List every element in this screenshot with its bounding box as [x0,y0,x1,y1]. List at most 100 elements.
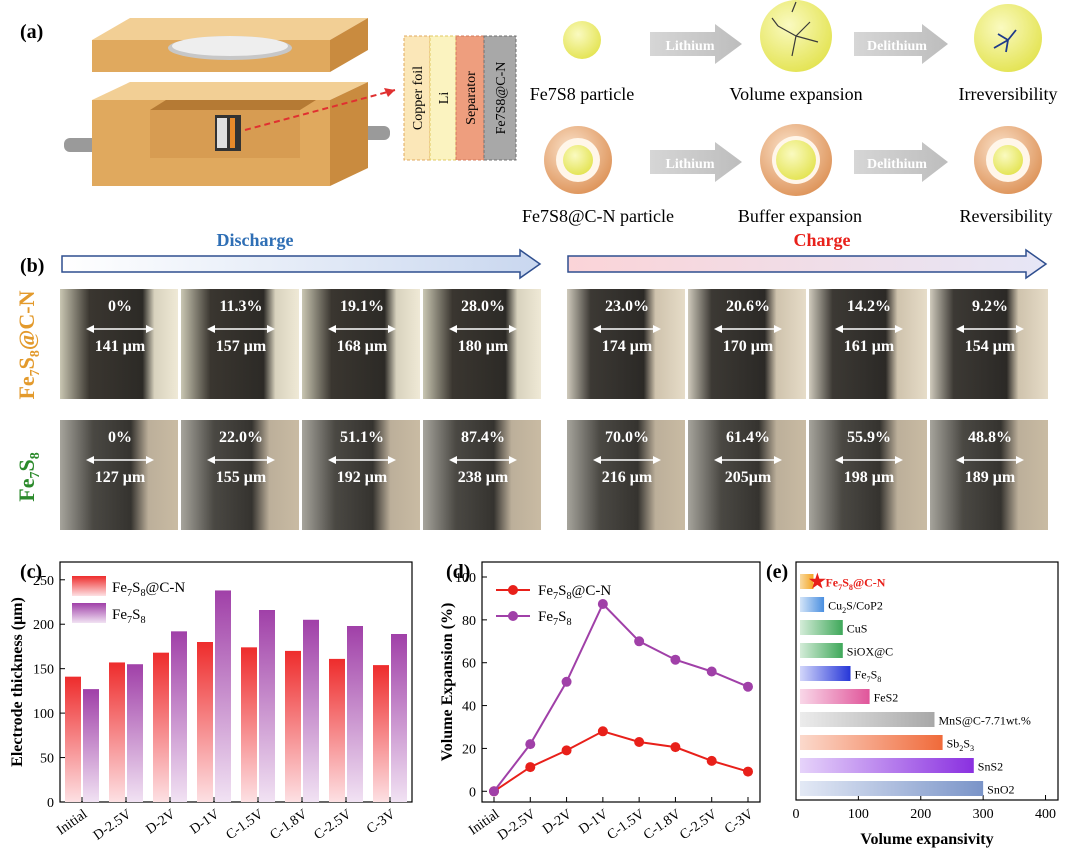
hbar-label-e-3: SiOX@C [847,645,893,659]
arrow-lithium-label-1: Lithium [665,39,714,54]
micrograph-row2-1 [181,420,299,530]
micrograph-thickness-row2-1: 155 μm [216,469,267,486]
thickness-arrowhead-l [207,456,215,464]
legend-swatch-c-coated [72,576,106,596]
thickness-arrowhead-l [328,325,336,333]
thickness-arrowhead-l [207,325,215,333]
ytick-label-d-0: 0 [469,785,476,800]
point-d-coated-3 [597,726,608,737]
ytick-label-c-250: 250 [33,574,54,589]
ylabel-d: Volume Expansion (%) [439,603,456,762]
thickness-arrowhead-r [267,325,275,333]
xtick-label-c-3: D-1V [188,807,223,838]
xtick-label-e-300: 300 [973,807,994,822]
row-label-coated: Fe7S8@C-N [14,290,43,399]
panel-label-a: (a) [20,21,43,43]
hbar-e-2 [800,620,843,635]
xtick-label-c-1: D-2.5V [91,807,134,844]
point-d-plain-1 [525,739,536,750]
micrograph-pct-row1-2: 19.1% [340,298,384,315]
test-cell-illustration [64,18,396,186]
panel-label-e: (e) [766,561,788,583]
micrograph-thickness-row2-6: 198 μm [844,469,895,486]
xtick-label-c-2: D-2V [144,807,179,838]
thickness-arrowhead-l [449,325,457,333]
hbar-e-8 [800,758,974,773]
micrograph-row2-3 [423,420,541,530]
panel-label-b: (b) [20,255,44,277]
coated-particle-3 [974,126,1042,194]
xtick-label-c-5: C-1.8V [268,807,311,843]
point-d-plain-2 [561,676,572,687]
micrograph-row1-5 [688,289,806,399]
micrograph-row2-5 [688,420,806,530]
arrow-delithium-1 [854,24,948,64]
micrograph-row1-1 [181,289,299,399]
charge-arrow [567,248,1048,280]
ytick-label-c-200: 200 [33,618,54,633]
micrograph-row1-4 [567,289,685,399]
xtick-label-d-2: D-2V [540,807,575,838]
thickness-arrowhead-r [509,456,517,464]
micrograph-thickness-row2-2: 192 μm [337,469,388,486]
micrograph-row2-4 [567,420,685,530]
charge-label: Charge [794,230,851,250]
ytick-label-d-80: 80 [462,614,476,629]
point-d-plain-5 [670,654,681,665]
point-d-plain-7 [743,681,753,692]
panel-label-d: (d) [446,561,470,583]
hbar-label-e-7: Sb2​S3​ [947,737,975,753]
hbar-label-e-5: FeS2 [874,691,899,705]
thickness-arrowhead-l [328,456,336,464]
micrograph-row2-7 [930,420,1048,530]
thickness-arrowhead-l [956,325,964,333]
thickness-arrowhead-l [593,325,601,333]
xtick-label-d-6: C-2.5V [677,807,720,843]
point-d-plain-4 [634,636,645,647]
thickness-arrowhead-r [653,325,661,333]
xtick-label-e-100: 100 [848,807,869,822]
point-d-coated-2 [561,745,572,756]
legend-marker-d-1 [508,611,518,621]
micrograph-thickness-row1-6: 161 μm [844,338,895,355]
thickness-arrowhead-l [835,325,843,333]
point-d-plain-6 [706,666,717,677]
label-buffer-expansion: Buffer expansion [738,206,862,226]
hbar-label-e-0: Fe7​S8​@C-N [825,576,885,592]
micrograph-pct-row1-5: 20.6% [726,298,770,315]
particle-irreversible [974,4,1042,72]
point-d-coated-4 [634,737,645,747]
point-d-coated-5 [670,742,681,753]
micrograph-thickness-row1-0: 141 μm [95,338,146,355]
arrow-delithium-label-2: Delithium [867,157,927,172]
row-label-plain: Fe7S8 [14,452,43,501]
arrow-delithium-label-1: Delithium [867,39,927,54]
layer-separator-label: Separator [464,71,479,125]
thickness-arrowhead-r [774,325,782,333]
thickness-arrowhead-r [388,456,396,464]
bar-c-plain-0 [83,689,99,802]
bar-c-plain-2 [171,631,187,802]
xtick-label-e-200: 200 [910,807,931,822]
pointer-arrow [244,89,396,131]
thickness-arrowhead-r [146,456,154,464]
micrograph-pct-row2-5: 61.4% [726,429,770,446]
layer-stack: Copper foil Li Separator Fe7S8@C-N [403,35,517,161]
hbar-label-e-8: SnS2 [978,760,1003,774]
xtick-label-c-7: C-3V [364,807,398,837]
thickness-arrowhead-r [774,456,782,464]
bar-c-plain-4 [259,610,275,802]
ytick-label-d-100: 100 [455,571,476,586]
legend-swatch-c-plain [72,603,106,623]
micrograph-row2-2 [302,420,420,530]
micrograph-pct-row1-1: 11.3% [219,298,262,315]
xlabel-e: Volume expansivity [860,831,993,848]
xtick-label-d-1: D-2.5V [495,807,538,844]
micrograph-pct-row1-6: 14.2% [847,298,891,315]
label-irreversibility: Irreversibility [959,84,1058,104]
hbar-e-6 [800,712,935,727]
micrograph-pct-row2-7: 48.8% [968,429,1012,446]
arrow-delithium-2 [854,142,948,182]
xtick-label-c-0: Initial [54,807,90,839]
panel-label-c: (c) [20,561,42,583]
